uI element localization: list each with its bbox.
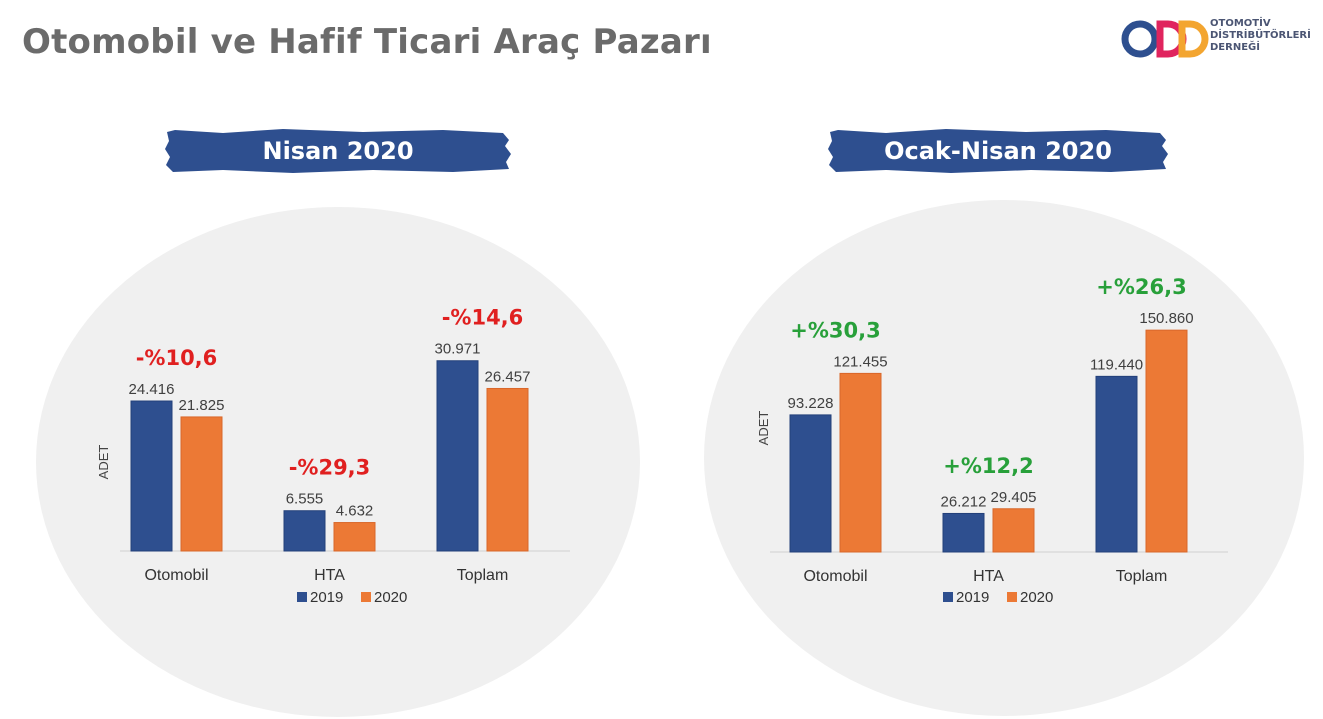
legend-swatch-2019 [943, 592, 953, 602]
banner-nisan-2020: Nisan 2020 [163, 128, 513, 174]
data-label: 21.825 [179, 397, 225, 414]
legend-swatch-2019 [297, 592, 307, 602]
bar-2020-otomobil [180, 416, 223, 552]
logo-line-2: DİSTRİBÜTÖRLERİ [1210, 30, 1311, 41]
bar-2020-hta [992, 508, 1035, 553]
data-label: 6.555 [286, 491, 324, 508]
category-label: Otomobil [144, 567, 208, 584]
y-axis-label: ADET [96, 445, 111, 480]
data-label: 119.440 [1090, 356, 1143, 373]
category-label: HTA [973, 568, 1004, 585]
change-label: +%26,3 [1096, 275, 1186, 299]
banner-ocak-nisan-2020: Ocak-Nisan 2020 [826, 128, 1170, 174]
banner-label: Ocak-Nisan 2020 [884, 137, 1112, 165]
bar-2020-hta [333, 522, 376, 552]
bar-2019-hta [942, 512, 985, 553]
data-label: 150.860 [1139, 310, 1193, 327]
data-label: 121.455 [833, 353, 887, 370]
change-label: +%30,3 [790, 318, 880, 342]
bar-2019-hta [283, 510, 326, 552]
category-label: Otomobil [803, 568, 867, 585]
change-label: -%10,6 [136, 346, 218, 370]
category-label: Toplam [1116, 568, 1168, 585]
odd-logo-icon [1121, 20, 1209, 58]
category-label: Toplam [457, 567, 509, 584]
legend-label-2019: 2019 [956, 589, 989, 606]
bar-2020-toplam [486, 387, 529, 552]
legend-swatch-2020 [1007, 592, 1017, 602]
banner-brush-shape [165, 129, 511, 173]
change-label: -%29,3 [289, 456, 371, 480]
change-label: -%14,6 [442, 306, 524, 330]
bar-2019-otomobil [789, 414, 832, 553]
odd-logo: OTOMOTİV DİSTRİBÜTÖRLERİ DERNEĞİ [1120, 16, 1320, 66]
banner-label: Nisan 2020 [262, 137, 414, 165]
data-label: 93.228 [788, 395, 834, 412]
data-label: 26.457 [485, 368, 531, 385]
legend-label-2019: 2019 [310, 589, 343, 606]
page-title: Otomobil ve Hafif Ticari Araç Pazarı [22, 22, 712, 62]
bar-2019-toplam [1095, 375, 1138, 553]
chart-background-ellipse [36, 207, 640, 717]
logo-line-1: OTOMOTİV [1210, 18, 1271, 29]
data-label: 29.405 [991, 489, 1037, 506]
change-label: +%12,2 [943, 454, 1033, 478]
data-label: 4.632 [336, 503, 374, 520]
bar-2019-toplam [436, 360, 479, 552]
chart-2: ADET 93.228 121.455 Otomobil +%30,3 26.212 29.… [756, 275, 1228, 606]
bar-2020-toplam [1145, 329, 1188, 553]
data-label: 30.971 [435, 341, 481, 358]
data-label: 26.212 [941, 493, 987, 510]
bar-2019-otomobil [130, 400, 173, 552]
legend-label-2020: 2020 [374, 589, 407, 606]
legend-swatch-2020 [361, 592, 371, 602]
category-label: HTA [314, 567, 345, 584]
banner-brush-shape [828, 129, 1168, 173]
logo-line-3: DERNEĞİ [1210, 42, 1260, 53]
data-label: 24.416 [129, 381, 175, 398]
y-axis-label: ADET [756, 411, 771, 446]
legend-label-2020: 2020 [1020, 589, 1053, 606]
bar-2020-otomobil [839, 372, 882, 553]
chart-background-ellipse [704, 200, 1304, 716]
